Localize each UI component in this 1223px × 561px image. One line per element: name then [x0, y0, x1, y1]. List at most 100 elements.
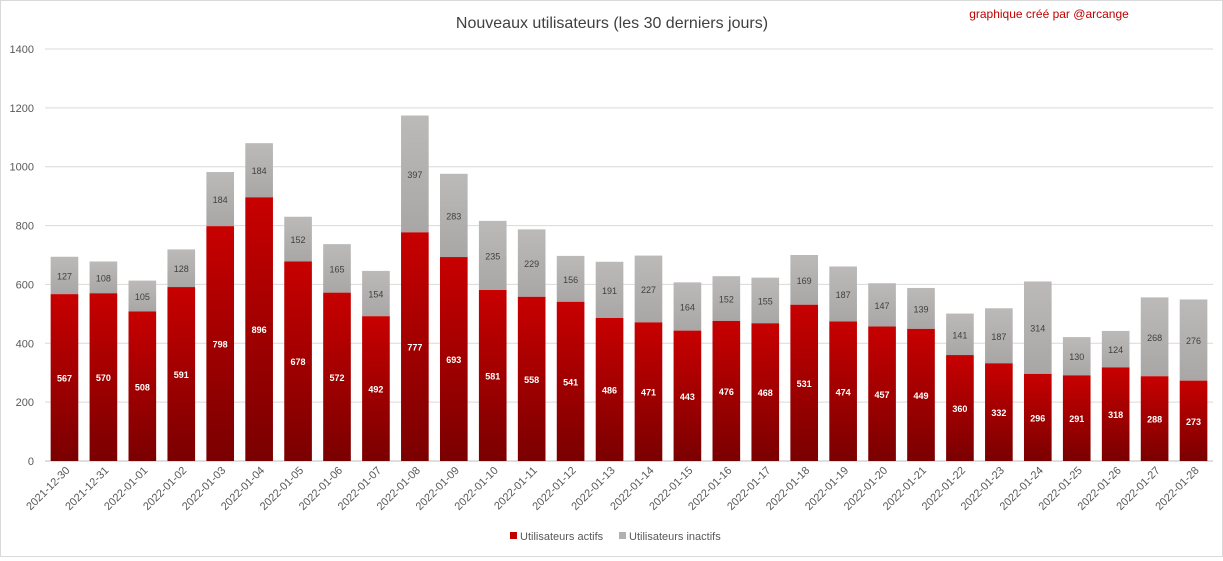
- data-label-inactifs: 139: [913, 304, 928, 314]
- bar-actifs: [89, 293, 118, 461]
- y-axis: 0 200 400 600 800 1000 1200 1400: [10, 44, 34, 468]
- data-label-inactifs: 397: [407, 170, 422, 180]
- bar-actifs: [284, 261, 312, 461]
- data-label-actifs: 471: [641, 388, 656, 398]
- data-label-actifs: 777: [407, 343, 422, 353]
- data-label-inactifs: 128: [174, 264, 189, 274]
- data-label-inactifs: 108: [96, 273, 111, 283]
- data-label-actifs: 457: [875, 390, 890, 400]
- bar-actifs: [401, 232, 429, 461]
- bar-inactifs: [323, 244, 351, 293]
- bar-inactifs: [245, 143, 273, 198]
- data-label-actifs: 468: [758, 388, 773, 398]
- bar-inactifs: [1140, 297, 1169, 377]
- bar-actifs: [245, 197, 273, 461]
- data-label-inactifs: 169: [797, 276, 812, 286]
- bar-inactifs: [712, 276, 741, 321]
- data-label-inactifs: 156: [563, 275, 578, 285]
- data-label-actifs: 486: [602, 385, 617, 395]
- data-label-inactifs: 283: [446, 211, 461, 221]
- bar-inactifs: [1062, 337, 1091, 376]
- y-tick-label: 1200: [10, 103, 34, 115]
- bar-inactifs: [790, 255, 819, 305]
- chart-credit: graphique créé par @arcange: [969, 7, 1129, 21]
- data-label-actifs: 570: [96, 373, 111, 383]
- data-label-actifs: 291: [1069, 414, 1084, 424]
- x-axis: 2021-12-302021-12-312022-01-012022-01-02…: [24, 465, 1201, 513]
- bar-actifs: [323, 292, 351, 461]
- bar-inactifs: [362, 270, 390, 317]
- data-label-inactifs: 187: [991, 332, 1006, 342]
- data-label-actifs: 567: [57, 374, 72, 384]
- bar-actifs: [556, 301, 585, 461]
- bar-actifs: [50, 294, 79, 461]
- data-label-actifs: 360: [952, 404, 967, 414]
- data-label-actifs: 508: [135, 382, 150, 392]
- data-label-inactifs: 187: [836, 290, 851, 300]
- bar-inactifs: [1023, 281, 1052, 374]
- data-label-actifs: 332: [991, 408, 1006, 418]
- bar-actifs: [517, 296, 546, 461]
- data-label-inactifs: 191: [602, 286, 617, 296]
- data-label-actifs: 531: [797, 379, 812, 389]
- data-label-actifs: 572: [329, 373, 344, 383]
- bar-actifs: [1179, 380, 1208, 461]
- gridlines: [45, 48, 1213, 462]
- y-tick-label: 200: [16, 397, 34, 409]
- bar-actifs: [985, 363, 1013, 461]
- bar-inactifs: [907, 287, 935, 329]
- bar-inactifs: [751, 277, 780, 324]
- data-label-inactifs: 164: [680, 303, 695, 313]
- data-label-inactifs: 127: [57, 271, 72, 281]
- bar-inactifs: [1179, 299, 1208, 381]
- data-label-actifs: 288: [1147, 415, 1162, 425]
- data-label-actifs: 541: [563, 377, 578, 387]
- bar-inactifs: [206, 172, 235, 227]
- bar-actifs: [673, 330, 702, 461]
- data-label-actifs: 581: [485, 372, 500, 382]
- bar-actifs: [595, 317, 624, 461]
- legend: Utilisateurs actifs Utilisateurs inactif…: [510, 531, 721, 543]
- bar-actifs: [362, 316, 390, 461]
- bar-inactifs: [985, 308, 1013, 364]
- bar-inactifs: [868, 283, 896, 327]
- bar-actifs: [946, 355, 974, 461]
- data-label-actifs: 798: [213, 340, 228, 350]
- bar-inactifs: [595, 261, 624, 318]
- data-label-actifs: 318: [1108, 410, 1123, 420]
- data-label-actifs: 449: [913, 391, 928, 401]
- bar-inactifs: [829, 266, 857, 322]
- data-label-inactifs: 130: [1069, 352, 1084, 362]
- bar-actifs: [1023, 373, 1052, 461]
- bar-inactifs: [946, 313, 974, 356]
- data-label-inactifs: 141: [952, 330, 967, 340]
- bar-actifs: [634, 322, 663, 461]
- bar-actifs: [1140, 376, 1169, 461]
- data-label-inactifs: 276: [1186, 336, 1201, 346]
- legend-swatch-actifs: [510, 532, 517, 539]
- data-label-inactifs: 184: [213, 195, 228, 205]
- bar-actifs: [868, 326, 896, 461]
- bar-inactifs: [401, 115, 429, 233]
- data-label-inactifs: 152: [719, 295, 734, 305]
- data-label-inactifs: 229: [524, 259, 539, 269]
- data-label-inactifs: 235: [485, 251, 500, 261]
- bar-actifs: [1101, 367, 1130, 461]
- y-tick-label: 1000: [10, 162, 34, 174]
- bar-inactifs: [50, 256, 79, 295]
- data-label-actifs: 492: [368, 385, 383, 395]
- y-tick-label: 800: [16, 221, 34, 233]
- legend-swatch-inactifs: [619, 532, 626, 539]
- data-label-inactifs: 152: [291, 235, 306, 245]
- y-tick-label: 0: [28, 456, 34, 468]
- data-label-inactifs: 154: [368, 290, 383, 300]
- legend-label-inactifs: Utilisateurs inactifs: [629, 531, 721, 543]
- bar-actifs: [829, 321, 857, 461]
- bar-actifs: [907, 328, 935, 461]
- bar-actifs: [790, 304, 819, 461]
- data-label-actifs: 678: [291, 357, 306, 367]
- data-label-actifs: 591: [174, 370, 189, 380]
- data-label-inactifs: 268: [1147, 333, 1162, 343]
